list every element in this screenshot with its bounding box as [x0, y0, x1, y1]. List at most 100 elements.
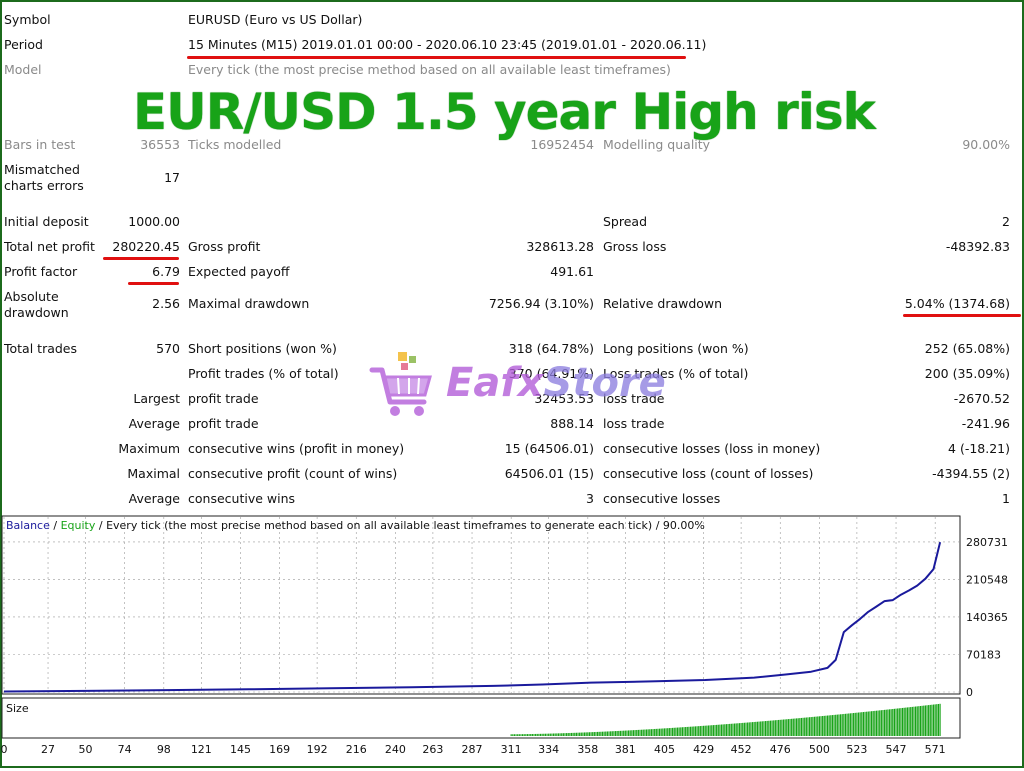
size-bar: [753, 721, 755, 736]
size-bar: [647, 729, 649, 736]
size-bar: [831, 715, 834, 736]
size-bar: [681, 727, 683, 736]
net-profit-highlight: [103, 257, 179, 260]
size-bar: [761, 721, 763, 736]
model-value: Every tick (the most precise method base…: [188, 62, 671, 77]
legend-rest: / Every tick (the most precise method ba…: [95, 519, 705, 532]
x-axis-ticks: 0 27 50 74 98 121 145 169 192 216 240 263 287 311 334 3…: [1, 743, 946, 756]
size-bar: [688, 726, 690, 736]
size-bar: [773, 720, 775, 736]
size-bar: [561, 733, 563, 736]
size-bar: [854, 712, 856, 736]
size-bar: [786, 719, 788, 736]
size-bar: [826, 715, 829, 736]
size-bar: [851, 713, 853, 736]
size-bar: [546, 733, 548, 736]
maximum-label: Maximum: [118, 441, 180, 456]
size-bar: [662, 728, 664, 736]
expected-payoff-label: Expected payoff: [188, 264, 290, 279]
size-bar: [915, 706, 917, 736]
size-bar: [619, 730, 622, 736]
total-trades-label: Total trades: [4, 341, 78, 356]
x-tick-label: 500: [809, 743, 830, 756]
size-bar: [794, 718, 796, 736]
size-bar: [574, 732, 576, 736]
avg-losses-value: 1: [1002, 491, 1010, 506]
size-bar: [518, 734, 520, 736]
size-bar: [779, 719, 781, 736]
size-bar: [590, 732, 592, 736]
size-bar: [836, 714, 838, 736]
avg-wins-label: consecutive wins: [188, 491, 296, 506]
size-bar: [538, 733, 540, 736]
avg-loss-label: loss trade: [603, 416, 665, 431]
size-bar: [663, 728, 666, 736]
size-bar: [857, 712, 860, 736]
size-bar: [756, 721, 759, 736]
size-bar: [804, 717, 806, 736]
size-bar: [654, 728, 656, 736]
legend-equity: Equity: [61, 519, 96, 532]
size-bar: [877, 710, 879, 736]
size-bar: [908, 707, 910, 736]
size-bar: [929, 704, 931, 736]
y-tick-label: 70183: [966, 648, 1001, 661]
size-bar: [843, 713, 845, 736]
size-bar: [680, 727, 682, 736]
size-bar: [720, 724, 723, 736]
average2-label: Average: [128, 491, 180, 506]
size-bar: [823, 715, 825, 736]
size-bar: [755, 721, 757, 736]
size-bar: [569, 732, 571, 736]
balance-line: [3, 541, 942, 693]
net-profit-label: Total net profit: [4, 239, 95, 254]
size-bar: [760, 721, 762, 736]
avg-profit-value: 888.14: [550, 416, 594, 431]
size-bar: [624, 730, 626, 736]
abs-drawdown-value: 2.56: [152, 296, 180, 311]
overlay-title: EUR/USD 1.5 year High risk: [133, 83, 876, 141]
size-bar: [872, 711, 874, 736]
size-bar: [564, 733, 566, 736]
size-bar: [631, 730, 633, 736]
size-bar: [512, 734, 514, 736]
size-bar: [875, 710, 878, 736]
y-tick-label: 210548: [966, 573, 1008, 586]
gross-profit-label: Gross profit: [188, 239, 261, 254]
size-bar: [911, 706, 913, 736]
watermark-text: EafxStore: [446, 360, 666, 406]
x-tick-label: 0: [1, 743, 8, 756]
size-bar: [789, 718, 791, 736]
size-bar: [849, 713, 851, 736]
size-bar: [689, 726, 692, 736]
size-bar: [787, 719, 789, 736]
y-axis-ticks: 0 70183 140365 210548 280731: [966, 536, 1008, 699]
size-bar: [572, 732, 574, 736]
size-bar: [897, 708, 899, 736]
size-bar: [606, 731, 608, 736]
x-tick-label: 452: [731, 743, 752, 756]
size-bar: [887, 709, 889, 736]
size-bar: [812, 716, 814, 736]
x-tick-label: 334: [538, 743, 559, 756]
size-bar: [862, 712, 865, 736]
x-tick-label: 571: [925, 743, 946, 756]
quality-value: 90.00%: [962, 137, 1010, 152]
max-drawdown-value: 7256.94 (3.10%): [488, 296, 594, 311]
chart-grid: [3, 517, 959, 693]
size-bar: [802, 717, 804, 736]
size-bar: [583, 732, 586, 736]
deposit-value: 1000.00: [128, 214, 180, 229]
size-bar: [649, 729, 651, 736]
size-bar: [919, 705, 922, 736]
size-bar: [582, 732, 584, 736]
size-bar: [694, 726, 697, 736]
size-bar: [893, 708, 895, 736]
size-bar: [551, 733, 553, 736]
size-bar: [750, 722, 752, 736]
deposit-label: Initial deposit: [4, 214, 89, 229]
size-bar: [712, 725, 714, 736]
profit-trades-value: 370 (64.91%): [508, 366, 594, 381]
watermark-part1: Eafx: [446, 360, 544, 406]
x-tick-label: 311: [501, 743, 522, 756]
